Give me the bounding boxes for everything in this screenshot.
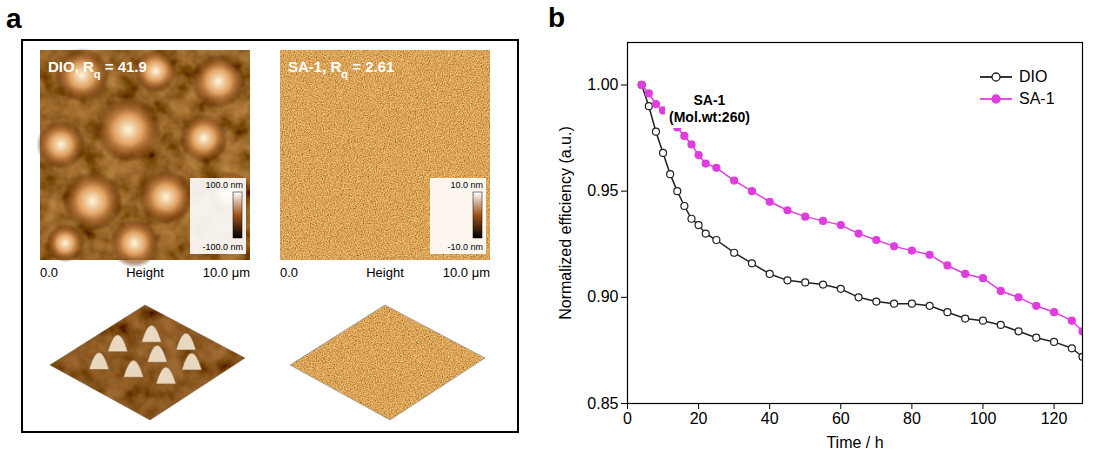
html-text:(Mol.wt:260): (Mol.wt:260) xyxy=(669,109,750,125)
svg-text:10.0 μm: 10.0 μm xyxy=(203,265,250,280)
svg-text:10.0 nm: 10.0 nm xyxy=(450,180,483,190)
svg-text:-10.0 nm: -10.0 nm xyxy=(447,242,483,252)
svg-text:Height: Height xyxy=(366,265,404,280)
html-text:SA-1: SA-1 xyxy=(1019,90,1055,107)
svg-text:0.95: 0.95 xyxy=(587,182,618,199)
svg-text:Time / h: Time / h xyxy=(826,434,883,451)
svg-text:0.90: 0.90 xyxy=(587,288,618,305)
svg-text:0: 0 xyxy=(623,410,632,427)
svg-text:a: a xyxy=(6,3,22,34)
html-text:DIO: DIO xyxy=(1019,68,1048,85)
svg-text:DIO, Rq = 41.9: DIO, Rq = 41.9 xyxy=(48,58,147,80)
svg-text:Height: Height xyxy=(126,265,164,280)
svg-text:40: 40 xyxy=(761,410,779,427)
svg-text:1.00: 1.00 xyxy=(587,76,618,93)
svg-text:10.0 μm: 10.0 μm xyxy=(443,265,490,280)
svg-text:Normalized efficiency (a.u.): Normalized efficiency (a.u.) xyxy=(557,126,574,320)
svg-text:60: 60 xyxy=(832,410,850,427)
svg-text:SA-1, Rq = 2.61: SA-1, Rq = 2.61 xyxy=(288,58,394,80)
svg-text:-100.0 nm: -100.0 nm xyxy=(202,242,243,252)
svg-text:0.85: 0.85 xyxy=(587,395,618,412)
html-text:b: b xyxy=(548,2,566,33)
svg-text:0.0: 0.0 xyxy=(40,265,58,280)
svg-text:100: 100 xyxy=(970,410,997,427)
svg-text:0.0: 0.0 xyxy=(280,265,298,280)
svg-text:20: 20 xyxy=(690,410,708,427)
html-text:SA-1: SA-1 xyxy=(693,92,726,108)
svg-text:100.0 nm: 100.0 nm xyxy=(205,180,243,190)
svg-text:120: 120 xyxy=(1041,410,1068,427)
svg-text:80: 80 xyxy=(903,410,921,427)
